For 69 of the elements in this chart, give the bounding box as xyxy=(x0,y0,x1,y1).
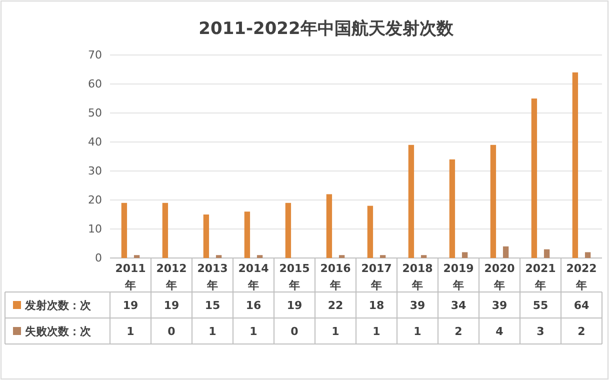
chart-title: 2011-2022年中国航天发射次数 xyxy=(198,19,454,39)
data-label: 1 xyxy=(250,325,258,338)
x-tick-label: 2011年 xyxy=(115,262,146,292)
data-label: 18 xyxy=(368,299,384,312)
y-tick-label: 40 xyxy=(88,136,102,149)
data-label: 1 xyxy=(372,325,380,338)
bar xyxy=(121,202,128,258)
bar xyxy=(462,252,468,258)
y-tick-label: 60 xyxy=(88,78,102,91)
bar xyxy=(584,252,591,258)
data-label: 2 xyxy=(454,325,462,338)
bar xyxy=(338,255,345,258)
data-label: 19 xyxy=(286,299,302,312)
data-label: 39 xyxy=(410,299,426,312)
data-label: 0 xyxy=(290,325,299,338)
y-tick-label: 20 xyxy=(88,194,102,207)
bar xyxy=(244,212,250,258)
data-label: 4 xyxy=(496,325,504,338)
x-tick-label: 2018年 xyxy=(402,262,433,292)
data-label: 19 xyxy=(122,299,138,312)
bar xyxy=(490,144,496,258)
bar xyxy=(216,255,222,258)
bar xyxy=(285,202,292,258)
data-label: 2 xyxy=(578,325,586,338)
bar xyxy=(380,255,386,258)
data-label: 34 xyxy=(450,299,466,312)
data-label: 39 xyxy=(492,299,508,312)
y-tick-label: 50 xyxy=(88,106,102,120)
bar xyxy=(256,255,263,258)
x-tick-label: 2014年 xyxy=(238,262,270,292)
x-tick-label: 2016年 xyxy=(320,262,352,292)
x-tick-label: 2012年 xyxy=(156,262,187,292)
data-label: 1 xyxy=(126,325,134,338)
y-tick-label: 10 xyxy=(88,222,102,236)
bar xyxy=(326,194,332,258)
bar xyxy=(203,214,210,258)
bar xyxy=(420,255,427,258)
bar xyxy=(408,144,414,258)
data-label: 19 xyxy=(164,299,180,312)
data-label: 22 xyxy=(328,299,344,312)
data-label: 0 xyxy=(168,325,176,338)
data-label: 16 xyxy=(246,299,262,312)
data-label: 3 xyxy=(536,325,544,338)
bar xyxy=(544,249,550,258)
legend-label: 发射次数：次 xyxy=(24,299,92,312)
legend-label: 失败次数：次 xyxy=(25,325,92,338)
y-tick-label: 70 xyxy=(88,48,102,62)
x-tick-label: 2017年 xyxy=(361,262,392,292)
bar xyxy=(502,246,509,258)
data-label: 55 xyxy=(532,299,548,312)
y-tick-label: 30 xyxy=(88,164,102,178)
x-tick-label: 2021年 xyxy=(525,262,556,292)
x-tick-label: 2022年 xyxy=(566,262,597,292)
bar xyxy=(531,98,538,258)
data-label: 1 xyxy=(208,325,216,338)
x-tick-label: 2013年 xyxy=(197,262,228,292)
x-tick-label: 2019年 xyxy=(443,262,474,292)
data-label: 15 xyxy=(204,299,220,312)
y-tick-label: 0 xyxy=(95,252,102,265)
x-tick-label: 2015年 xyxy=(279,262,310,292)
bar xyxy=(449,159,456,258)
x-tick-label: 2020年 xyxy=(484,262,516,292)
bar xyxy=(572,72,578,258)
data-label: 1 xyxy=(332,325,340,338)
bar xyxy=(162,202,168,258)
data-label: 1 xyxy=(414,325,422,338)
bar xyxy=(367,206,374,258)
bar xyxy=(134,255,140,258)
data-label: 64 xyxy=(574,299,590,312)
